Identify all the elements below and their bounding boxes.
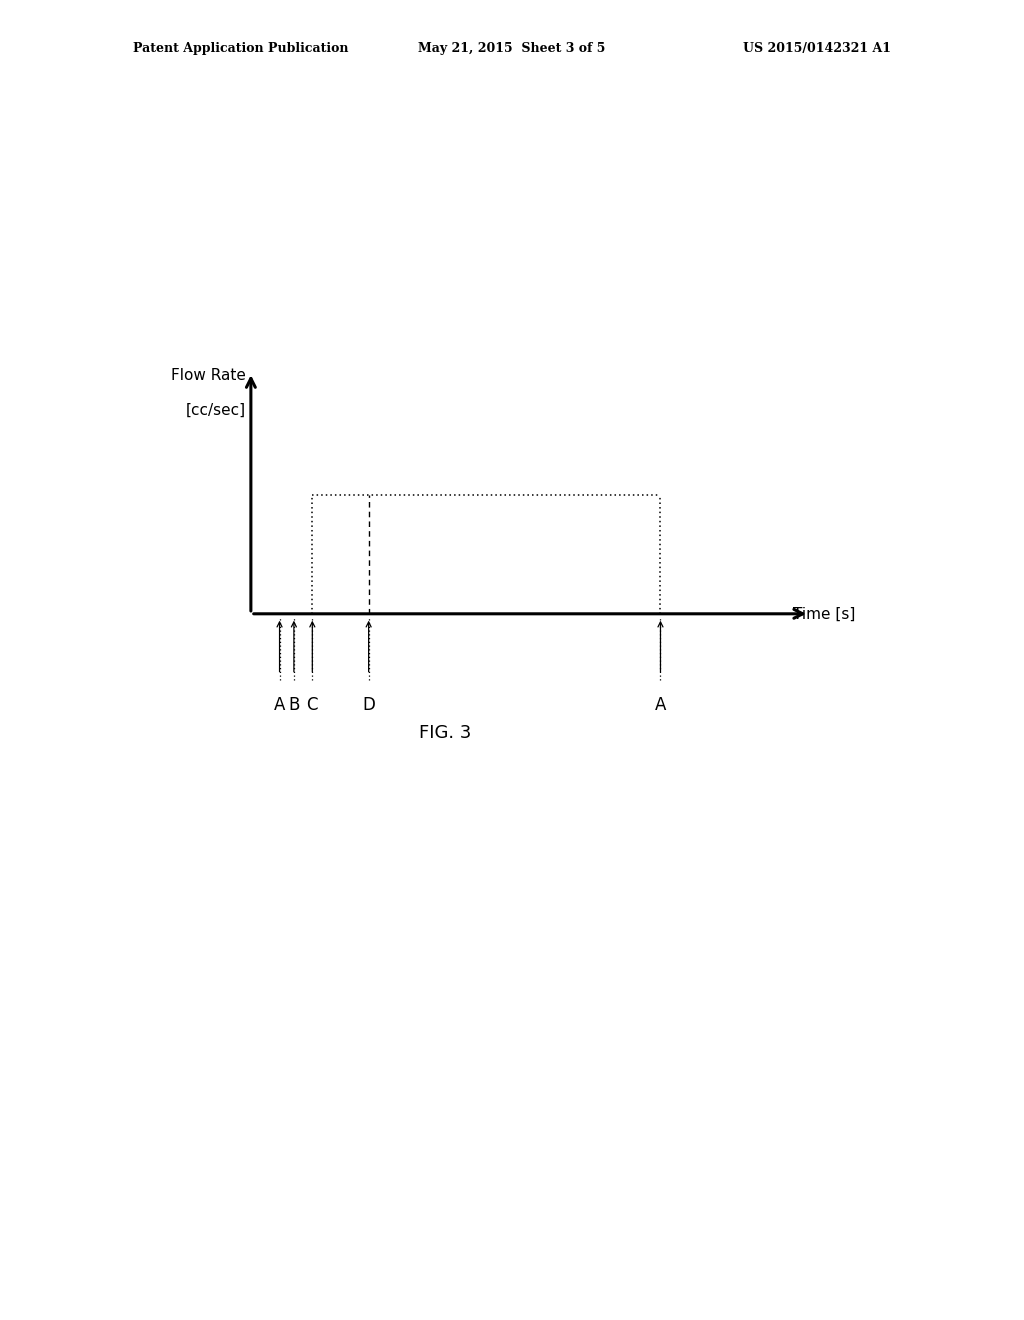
Text: C: C [306,696,318,714]
Text: US 2015/0142321 A1: US 2015/0142321 A1 [742,42,891,55]
Text: Time [s]: Time [s] [794,606,855,622]
Text: Flow Rate: Flow Rate [171,368,246,383]
Text: A: A [273,696,286,714]
Text: Patent Application Publication: Patent Application Publication [133,42,348,55]
Text: [cc/sec]: [cc/sec] [185,403,246,417]
Text: FIG. 3: FIG. 3 [419,723,472,742]
Text: D: D [362,696,375,714]
Text: B: B [288,696,300,714]
Text: A: A [654,696,667,714]
Text: May 21, 2015  Sheet 3 of 5: May 21, 2015 Sheet 3 of 5 [419,42,605,55]
